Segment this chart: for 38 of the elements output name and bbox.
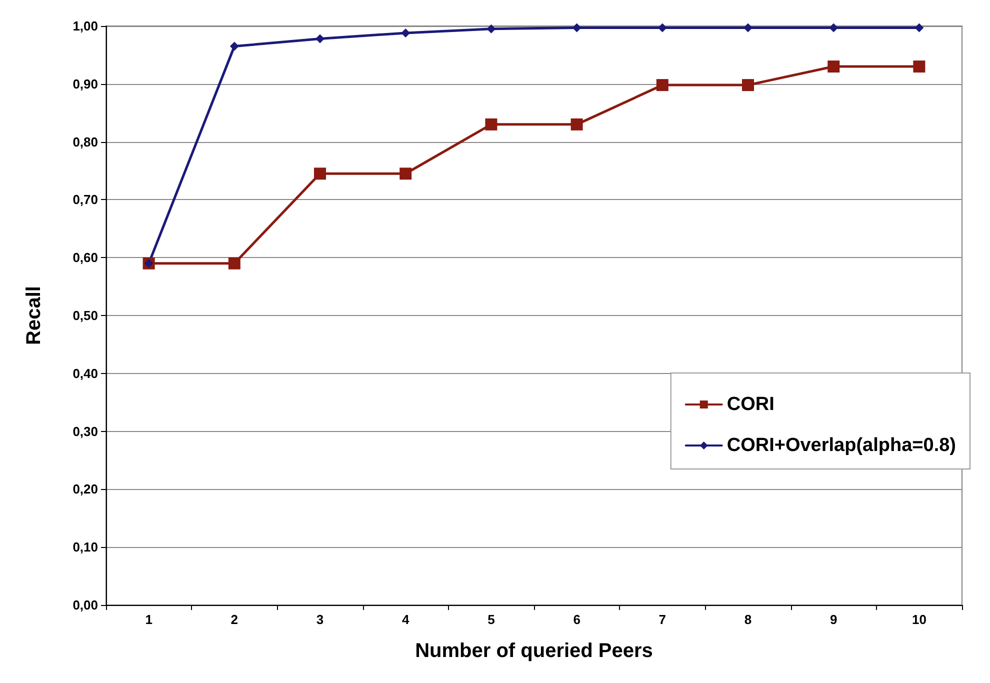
- x-tick-label: 8: [744, 612, 752, 627]
- point: [486, 24, 496, 34]
- y-tick-label: 0,60: [72, 250, 98, 266]
- x-tick-label: 2: [230, 612, 238, 627]
- point: [656, 79, 668, 92]
- y-tick-label: 0,80: [72, 134, 98, 150]
- legend-label: CORI: [726, 394, 774, 415]
- x-axis-title: Number of queried Peers: [415, 640, 653, 662]
- y-tick-label: 0,70: [72, 192, 98, 208]
- y-tick-label: 0,50: [72, 308, 98, 323]
- x-tick-label: 5: [488, 612, 495, 627]
- y-tick-label: 0,30: [72, 424, 98, 439]
- y-axis-title: Recall: [23, 286, 45, 345]
- point: [742, 79, 754, 92]
- x-tick-label: 1: [145, 612, 152, 627]
- x-tick-label: 9: [830, 612, 838, 627]
- x-tick-label: 3: [316, 612, 324, 627]
- point: [228, 257, 240, 270]
- point: [314, 168, 326, 180]
- y-tick-label: 1,00: [72, 18, 98, 34]
- point: [828, 60, 840, 73]
- x-tick-label: 10: [912, 612, 926, 627]
- legend-label: CORI+Overlap(alpha=0.8): [726, 435, 956, 456]
- point: [913, 60, 926, 73]
- point: [400, 168, 412, 180]
- y-tick-label: 0,10: [72, 540, 98, 555]
- point: [485, 118, 498, 130]
- point: [570, 118, 583, 130]
- x-tick-label: 6: [573, 612, 580, 627]
- point: [316, 34, 324, 44]
- x-tick-label: 7: [658, 612, 666, 627]
- y-tick-label: 0,90: [72, 76, 98, 92]
- x-tick-label: 4: [402, 612, 410, 627]
- y-tick-label: 0,00: [72, 598, 98, 612]
- y-tick-label: 0,40: [72, 366, 98, 381]
- point: [744, 23, 752, 32]
- y-tick-label: 0,20: [72, 482, 98, 497]
- point: [230, 42, 239, 51]
